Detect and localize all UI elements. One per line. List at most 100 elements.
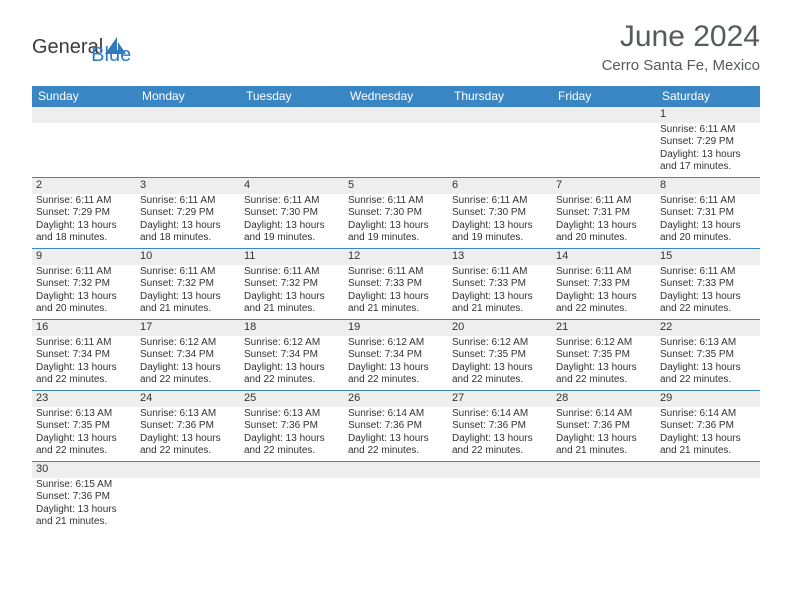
daylight-line-1: Daylight: 13 hours [244, 220, 340, 233]
sunrise-line: Sunrise: 6:11 AM [244, 195, 340, 208]
weekday-header: Friday [552, 86, 656, 107]
calendar-empty-cell [344, 107, 448, 177]
calendar-empty-cell [656, 462, 760, 532]
calendar-row: 16Sunrise: 6:11 AMSunset: 7:34 PMDayligh… [32, 320, 760, 391]
calendar-day-cell: 17Sunrise: 6:12 AMSunset: 7:34 PMDayligh… [136, 320, 240, 390]
day-number: 17 [136, 320, 240, 336]
calendar: SundayMondayTuesdayWednesdayThursdayFrid… [32, 86, 760, 532]
daylight-line-1: Daylight: 13 hours [348, 220, 444, 233]
sunrise-line: Sunrise: 6:11 AM [348, 195, 444, 208]
sunset-line: Sunset: 7:36 PM [452, 420, 548, 433]
calendar-day-cell: 26Sunrise: 6:14 AMSunset: 7:36 PMDayligh… [344, 391, 448, 461]
sunrise-line: Sunrise: 6:13 AM [140, 408, 236, 421]
title-block: June 2024 Cerro Santa Fe, Mexico [602, 20, 760, 74]
sunset-line: Sunset: 7:35 PM [556, 349, 652, 362]
day-number [448, 462, 552, 478]
daylight-line-2: and 20 minutes. [660, 232, 756, 245]
calendar-day-cell: 1Sunrise: 6:11 AMSunset: 7:29 PMDaylight… [656, 107, 760, 177]
day-number: 26 [344, 391, 448, 407]
day-number: 8 [656, 178, 760, 194]
day-number: 11 [240, 249, 344, 265]
calendar-day-cell: 10Sunrise: 6:11 AMSunset: 7:32 PMDayligh… [136, 249, 240, 319]
daylight-line-1: Daylight: 13 hours [36, 504, 132, 517]
daylight-line-2: and 19 minutes. [348, 232, 444, 245]
daylight-line-1: Daylight: 13 hours [556, 291, 652, 304]
day-number [552, 462, 656, 478]
sunrise-line: Sunrise: 6:13 AM [244, 408, 340, 421]
day-number: 25 [240, 391, 344, 407]
day-number [448, 107, 552, 123]
daylight-line-2: and 22 minutes. [36, 445, 132, 458]
calendar-day-cell: 13Sunrise: 6:11 AMSunset: 7:33 PMDayligh… [448, 249, 552, 319]
calendar-row: 30Sunrise: 6:15 AMSunset: 7:36 PMDayligh… [32, 462, 760, 532]
sunset-line: Sunset: 7:32 PM [140, 278, 236, 291]
weekday-header: Saturday [656, 86, 760, 107]
sunset-line: Sunset: 7:36 PM [244, 420, 340, 433]
daylight-line-2: and 20 minutes. [36, 303, 132, 316]
daylight-line-2: and 22 minutes. [556, 303, 652, 316]
day-number [240, 107, 344, 123]
sunrise-line: Sunrise: 6:11 AM [556, 266, 652, 279]
sunrise-line: Sunrise: 6:14 AM [452, 408, 548, 421]
calendar-empty-cell [136, 462, 240, 532]
day-number [656, 462, 760, 478]
calendar-empty-cell [136, 107, 240, 177]
day-number: 6 [448, 178, 552, 194]
sunset-line: Sunset: 7:33 PM [556, 278, 652, 291]
day-number: 29 [656, 391, 760, 407]
sunset-line: Sunset: 7:36 PM [348, 420, 444, 433]
calendar-row: 9Sunrise: 6:11 AMSunset: 7:32 PMDaylight… [32, 249, 760, 320]
calendar-day-cell: 11Sunrise: 6:11 AMSunset: 7:32 PMDayligh… [240, 249, 344, 319]
sunset-line: Sunset: 7:32 PM [244, 278, 340, 291]
sunset-line: Sunset: 7:33 PM [452, 278, 548, 291]
calendar-day-cell: 18Sunrise: 6:12 AMSunset: 7:34 PMDayligh… [240, 320, 344, 390]
calendar-empty-cell [552, 107, 656, 177]
weekday-header: Tuesday [240, 86, 344, 107]
sunset-line: Sunset: 7:34 PM [244, 349, 340, 362]
sunset-line: Sunset: 7:36 PM [660, 420, 756, 433]
daylight-line-2: and 19 minutes. [244, 232, 340, 245]
sunrise-line: Sunrise: 6:11 AM [660, 124, 756, 137]
day-number: 10 [136, 249, 240, 265]
day-number: 14 [552, 249, 656, 265]
sunrise-line: Sunrise: 6:11 AM [348, 266, 444, 279]
day-number [136, 107, 240, 123]
calendar-day-cell: 19Sunrise: 6:12 AMSunset: 7:34 PMDayligh… [344, 320, 448, 390]
calendar-day-cell: 9Sunrise: 6:11 AMSunset: 7:32 PMDaylight… [32, 249, 136, 319]
calendar-body: 1Sunrise: 6:11 AMSunset: 7:29 PMDaylight… [32, 107, 760, 532]
calendar-day-cell: 23Sunrise: 6:13 AMSunset: 7:35 PMDayligh… [32, 391, 136, 461]
month-title: June 2024 [602, 20, 760, 54]
day-number: 21 [552, 320, 656, 336]
daylight-line-2: and 21 minutes. [556, 445, 652, 458]
sunrise-line: Sunrise: 6:11 AM [36, 195, 132, 208]
sunset-line: Sunset: 7:36 PM [140, 420, 236, 433]
calendar-empty-cell [240, 462, 344, 532]
calendar-empty-cell [32, 107, 136, 177]
daylight-line-1: Daylight: 13 hours [36, 362, 132, 375]
calendar-day-cell: 6Sunrise: 6:11 AMSunset: 7:30 PMDaylight… [448, 178, 552, 248]
calendar-empty-cell [448, 462, 552, 532]
sunset-line: Sunset: 7:30 PM [348, 207, 444, 220]
daylight-line-1: Daylight: 13 hours [244, 433, 340, 446]
daylight-line-2: and 21 minutes. [452, 303, 548, 316]
sunset-line: Sunset: 7:30 PM [452, 207, 548, 220]
day-number: 20 [448, 320, 552, 336]
day-number: 15 [656, 249, 760, 265]
day-number: 5 [344, 178, 448, 194]
daylight-line-1: Daylight: 13 hours [556, 433, 652, 446]
calendar-empty-cell [240, 107, 344, 177]
sunrise-line: Sunrise: 6:11 AM [140, 195, 236, 208]
daylight-line-1: Daylight: 13 hours [660, 433, 756, 446]
weekday-header: Sunday [32, 86, 136, 107]
daylight-line-2: and 22 minutes. [140, 445, 236, 458]
sunset-line: Sunset: 7:31 PM [660, 207, 756, 220]
sunset-line: Sunset: 7:34 PM [36, 349, 132, 362]
calendar-day-cell: 29Sunrise: 6:14 AMSunset: 7:36 PMDayligh… [656, 391, 760, 461]
weekday-header: Monday [136, 86, 240, 107]
calendar-day-cell: 21Sunrise: 6:12 AMSunset: 7:35 PMDayligh… [552, 320, 656, 390]
daylight-line-1: Daylight: 13 hours [660, 291, 756, 304]
daylight-line-1: Daylight: 13 hours [348, 291, 444, 304]
daylight-line-1: Daylight: 13 hours [140, 291, 236, 304]
daylight-line-1: Daylight: 13 hours [452, 291, 548, 304]
sunset-line: Sunset: 7:30 PM [244, 207, 340, 220]
